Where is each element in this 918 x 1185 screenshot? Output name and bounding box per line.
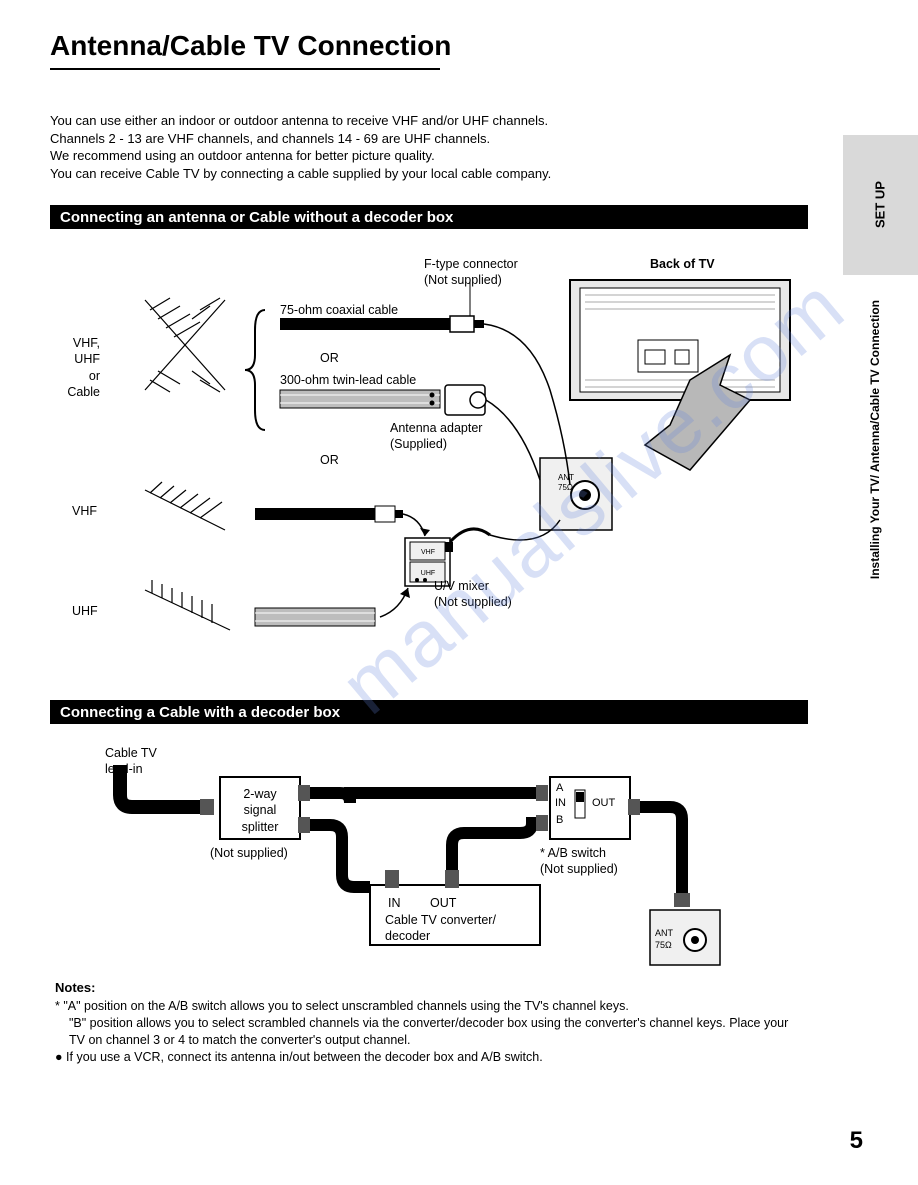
cable-line (452, 823, 540, 870)
antenna-vhf-uhf-icon (145, 298, 225, 392)
page-title: Antenna/Cable TV Connection (50, 30, 451, 62)
intro-line: We recommend using an outdoor antenna fo… (50, 147, 551, 165)
intro-paragraph: You can use either an indoor or outdoor … (50, 112, 551, 182)
label-vhf: VHF (72, 503, 97, 519)
label-ant75-2: ANT 75Ω (655, 928, 673, 951)
brace-icon (245, 310, 265, 430)
note-line: ● If you use a VCR, connect its antenna … (55, 1049, 805, 1066)
connection-line (486, 400, 540, 480)
label-twin300: 300-ohm twin-lead cable (280, 372, 416, 388)
section2-header-bar: Connecting a Cable with a decoder box (50, 700, 808, 724)
label-ab-a: A (556, 781, 563, 795)
label-uvmixer: U/V mixer (Not supplied) (434, 578, 512, 611)
label-out: OUT (430, 895, 456, 911)
label-uhf: UHF (72, 603, 98, 619)
svg-text:UHF: UHF (421, 570, 435, 577)
intro-line: Channels 2 - 13 are VHF channels, and ch… (50, 130, 551, 148)
notes-body: * "A" position on the A/B switch allows … (55, 998, 805, 1066)
label-ab-in: IN (555, 796, 566, 810)
label-in: IN (388, 895, 401, 911)
label-splitter-note: (Not supplied) (210, 845, 288, 861)
label-or1: OR (320, 350, 339, 366)
svg-text:VHF: VHF (421, 549, 435, 556)
cable-line (300, 793, 540, 803)
ant-jack-icon: ANT 75Ω (540, 458, 612, 530)
side-running-label: Installing Your TV/ Antenna/Cable TV Con… (868, 300, 882, 579)
label-ftype: F-type connector (Not supplied) (424, 256, 518, 289)
label-coax75: 75-ohm coaxial cable (280, 302, 398, 318)
intro-line: You can use either an indoor or outdoor … (50, 112, 551, 130)
label-converter: Cable TV converter/ decoder (385, 912, 496, 945)
antenna-vhf-icon (145, 482, 225, 530)
section1-heading: Connecting an antenna or Cable without a… (60, 209, 453, 226)
label-ab-out: OUT (592, 796, 615, 810)
coax-cable-icon (280, 316, 484, 332)
side-tab-label: SET UP (873, 135, 888, 275)
cable-line (630, 807, 682, 895)
section1-header-bar: Connecting an antenna or Cable without a… (50, 205, 808, 229)
uhf-cable-icon (255, 608, 375, 626)
note-line: "B" position allows you to select scramb… (55, 1015, 805, 1049)
cable-line (300, 825, 370, 887)
page-number: 5 (850, 1127, 863, 1155)
vhf-cable-icon (255, 506, 403, 522)
section2-heading: Connecting a Cable with a decoder box (60, 704, 340, 721)
label-ab-b: B (556, 813, 563, 827)
tv-back-icon (570, 280, 790, 400)
title-rule (50, 68, 440, 70)
label-vhf-uhf-cable: VHF, UHF or Cable (60, 335, 100, 400)
section1-diagram: VHF UHF ANT 75Ω (50, 240, 810, 680)
label-splitter: 2-way signal splitter (230, 786, 290, 835)
notes-heading: Notes: (55, 980, 95, 995)
note-line: * "A" position on the A/B switch allows … (55, 998, 805, 1015)
label-abswitch: * A/B switch (Not supplied) (540, 845, 618, 878)
intro-line: You can receive Cable TV by connecting a… (50, 165, 551, 183)
arrow-icon (403, 514, 425, 536)
svg-text:ANT: ANT (558, 473, 574, 482)
twinlead-cable-icon (280, 385, 486, 415)
label-adapter: Antenna adapter (Supplied) (390, 420, 482, 453)
side-tab: SET UP (843, 135, 918, 275)
label-leadin: Cable TV lead-in (105, 745, 157, 778)
label-backoftv: Back of TV (650, 256, 715, 272)
antenna-uhf-icon (145, 580, 230, 630)
label-or2: OR (320, 452, 339, 468)
arrow-icon (420, 528, 430, 536)
